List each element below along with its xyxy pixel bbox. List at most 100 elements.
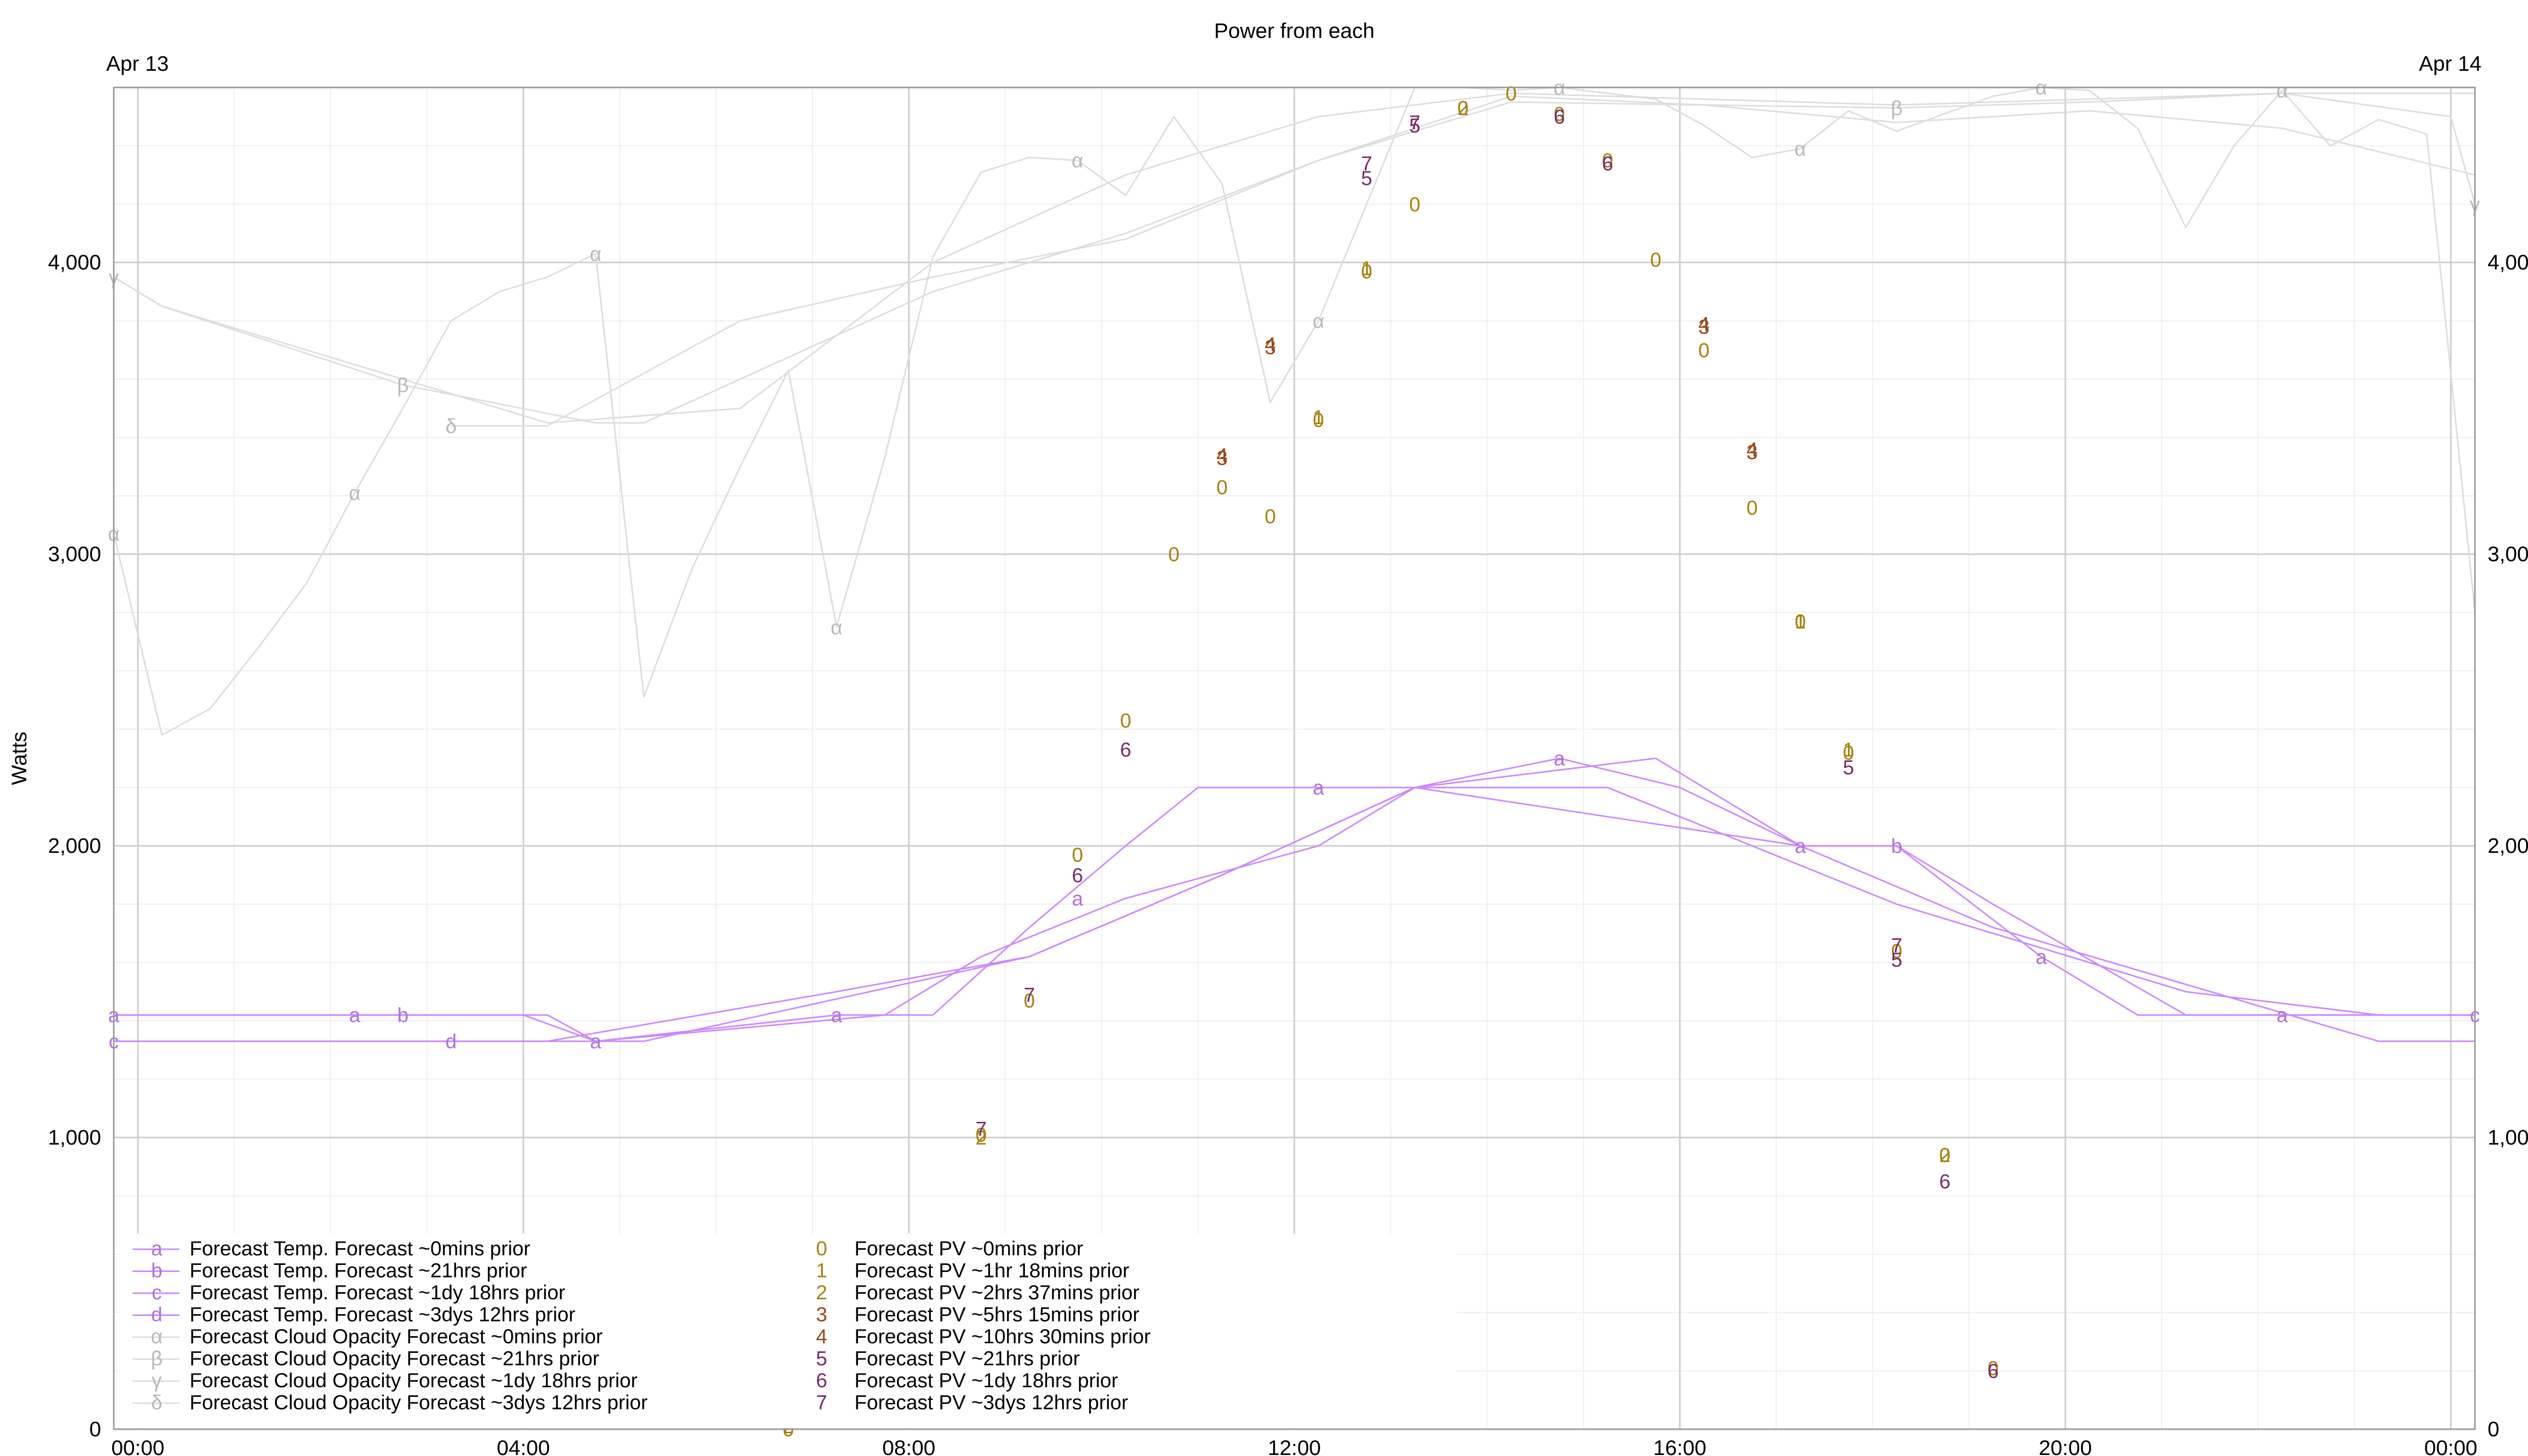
legend-symbol: a — [151, 1238, 163, 1260]
data-point: 4 — [1698, 313, 1709, 335]
data-point: 0 — [1891, 940, 1902, 963]
series-marker: δ — [445, 415, 457, 437]
data-point: 0 — [1843, 742, 1854, 764]
data-point: 6 — [1120, 739, 1131, 761]
legend-symbol: β — [151, 1348, 162, 1370]
series-marker: a — [831, 1005, 842, 1027]
y-tick-label-left: 0 — [89, 1417, 101, 1441]
series-marker: α — [590, 243, 601, 265]
date-left: Apr 13 — [106, 52, 169, 75]
legend-label: Forecast PV ~0mins prior — [854, 1238, 1083, 1260]
data-point: 0 — [1554, 103, 1565, 125]
series-marker: a — [1554, 748, 1565, 770]
data-point: 0 — [1939, 1145, 1951, 1167]
y-tick-label-left: 3,000 — [48, 542, 101, 566]
legend-label: Forecast PV ~10hrs 30mins prior — [854, 1326, 1151, 1348]
data-point: 7 — [1409, 112, 1420, 134]
series-marker: a — [349, 1005, 360, 1027]
data-point: 6 — [1072, 864, 1083, 887]
data-point: 3 — [1265, 336, 1276, 358]
y-tick-label-right: 1,000 — [2488, 1125, 2528, 1149]
data-point: 0 — [1602, 150, 1613, 172]
plot-frame — [113, 86, 2476, 1430]
legend-label: Forecast Temp. Forecast ~21hrs prior — [190, 1260, 527, 1282]
legend-symbol: 1 — [816, 1260, 827, 1282]
series-line-1 — [114, 757, 2475, 1042]
series-lines — [113, 86, 2476, 1042]
data-point: 0 — [1072, 844, 1083, 866]
data-point: 1 — [1843, 739, 1854, 761]
data-point: 7 — [1024, 984, 1035, 1006]
legend-symbol: 3 — [816, 1304, 827, 1326]
series-marker: a — [1795, 835, 1807, 857]
data-point: 0 — [1216, 476, 1228, 498]
data-point: 0 — [1168, 543, 1180, 566]
data-point: 0 — [1361, 260, 1372, 283]
legend-label: Forecast PV ~1hr 18mins prior — [854, 1260, 1130, 1282]
series-marker: b — [397, 1005, 409, 1027]
x-tick-label: 00:00 — [111, 1436, 164, 1456]
legend-symbol: d — [151, 1304, 162, 1326]
series-marker: α — [831, 616, 842, 639]
legend-symbol: γ — [152, 1370, 162, 1392]
data-point: 0 — [1988, 1357, 1999, 1380]
series-marker: α — [1072, 150, 1084, 172]
data-point: 5 — [1843, 756, 1854, 779]
data-point: 5 — [1891, 949, 1902, 971]
data-point: 6 — [1602, 153, 1613, 175]
legend-label: Forecast PV ~3dys 12hrs prior — [854, 1392, 1128, 1414]
legend-label: Forecast Temp. Forecast ~0mins prior — [190, 1238, 530, 1260]
data-point: 0 — [975, 1124, 986, 1146]
legend-symbol: b — [151, 1260, 162, 1282]
data-point: 2 — [1939, 1145, 1951, 1167]
series-line-3 — [114, 787, 2475, 1042]
y-tick-label-right: 2,000 — [2488, 834, 2528, 857]
legend-symbol: c — [152, 1282, 162, 1304]
legend-label: Forecast Temp. Forecast ~3dys 12hrs prio… — [190, 1304, 575, 1326]
series-line-7 — [451, 101, 2475, 427]
data-point: 0 — [1024, 990, 1035, 1012]
data-point: 4 — [1746, 438, 1757, 461]
data-point: 6 — [1939, 1171, 1951, 1193]
data-point: 6 — [1988, 1360, 1999, 1383]
x-tick-label: 16:00 — [1653, 1436, 1706, 1456]
series-marker: α — [1794, 138, 1806, 160]
x-tick-label: 08:00 — [882, 1436, 935, 1456]
legend-label: Forecast Cloud Opacity Forecast ~0mins p… — [190, 1326, 603, 1348]
data-point: 5 — [1361, 167, 1372, 190]
axis-labels: Power from each Apr 13 Apr 14 Watts Watt… — [7, 19, 2528, 1456]
legend-symbol: 6 — [816, 1370, 827, 1392]
y-tick-label-left: 1,000 — [48, 1125, 101, 1149]
data-point: 4 — [1265, 334, 1276, 356]
data-point: 0 — [1650, 249, 1661, 271]
data-point: 2 — [1457, 97, 1468, 119]
series-marker: a — [2277, 1005, 2288, 1027]
legend-symbol: 5 — [816, 1348, 827, 1370]
legend-symbol: α — [151, 1326, 162, 1348]
date-right: Apr 14 — [2419, 52, 2481, 75]
x-tick-label: 00:00 — [2424, 1436, 2477, 1456]
series-marker: a — [590, 1031, 602, 1053]
legend-symbol: 2 — [816, 1282, 827, 1304]
series-marker: a — [1072, 888, 1084, 910]
chart-title: Power from each — [1214, 19, 1374, 42]
series-marker: β — [1891, 97, 1903, 119]
series-line-4 — [113, 86, 2476, 736]
series-marker: β — [397, 374, 409, 396]
legend-symbol: 0 — [816, 1238, 827, 1260]
data-point: 0 — [1457, 97, 1468, 119]
legend: a Forecast Temp. Forecast ~0mins prior b Fo… — [119, 1234, 1457, 1428]
series-marker: d — [445, 1031, 457, 1053]
legend-label: Forecast Cloud Opacity Forecast ~1dy 18h… — [190, 1370, 638, 1392]
data-point: 6 — [1554, 106, 1565, 128]
legend-label: Forecast Temp. Forecast ~1dy 18hrs prior — [190, 1282, 565, 1304]
data-point: 0 — [1746, 497, 1757, 519]
data-point: 0 — [1795, 611, 1806, 633]
series-marker: a — [1313, 777, 1325, 799]
data-point: 7 — [1891, 934, 1902, 957]
x-tick-label: 12:00 — [1268, 1436, 1321, 1456]
data-point: 5 — [1409, 115, 1420, 137]
data-point: 3 — [1216, 447, 1228, 470]
x-tick-label: 20:00 — [2039, 1436, 2092, 1456]
data-point: 3 — [1746, 441, 1757, 464]
